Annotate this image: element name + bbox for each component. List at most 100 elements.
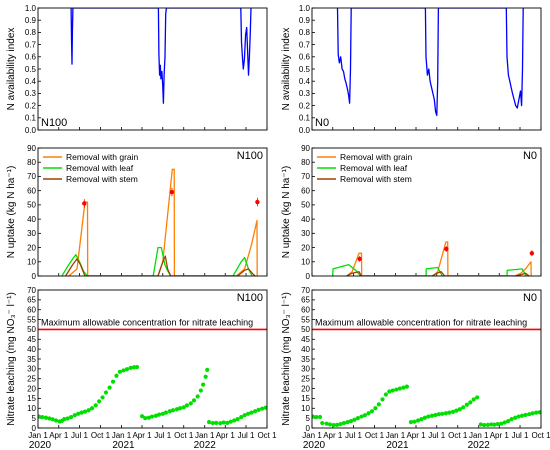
data-point xyxy=(100,395,105,400)
data-point xyxy=(534,410,539,415)
y-tick-label: 50 xyxy=(301,201,310,210)
data-point xyxy=(397,386,402,391)
data-point xyxy=(174,407,180,412)
data-point xyxy=(352,417,357,422)
year-label: 2021 xyxy=(386,440,409,450)
plot-frame xyxy=(311,147,542,277)
y-axis-label: N uptake (kg N ha⁻¹) xyxy=(6,166,17,259)
plot-frame xyxy=(311,7,542,131)
y-axis-label: N availability index xyxy=(281,28,292,111)
y-tick-label: 50 xyxy=(301,325,310,334)
data-point xyxy=(419,417,424,422)
y-tick-label: 20 xyxy=(27,384,36,393)
panel-title: N0 xyxy=(523,150,537,162)
legend-label: Removal with grain xyxy=(66,152,139,162)
data-point xyxy=(117,369,122,374)
series-line-removal-with-stem xyxy=(346,271,530,276)
y-tick-label: 0.6 xyxy=(299,53,311,62)
y-tick-label: 0 xyxy=(32,272,37,281)
data-point xyxy=(408,419,414,425)
data-point xyxy=(422,415,428,420)
data-point xyxy=(110,379,116,384)
x-tick-label: Apr 1 xyxy=(323,431,343,440)
x-tick-label: Jan 1 xyxy=(195,431,215,440)
y-tick-label: 30 xyxy=(27,365,36,374)
data-point xyxy=(214,420,219,425)
reference-line-label: Maximum allowable concentration for nitr… xyxy=(41,317,253,327)
x-tick-label: Jul 1 xyxy=(71,431,88,440)
y-tick-label: 70 xyxy=(27,172,36,181)
y-tick-label: 90 xyxy=(301,144,310,153)
data-point xyxy=(249,410,254,415)
data-point xyxy=(53,418,59,423)
data-point xyxy=(143,416,148,421)
observed-point xyxy=(357,256,362,262)
y-tick-label: 0.2 xyxy=(25,101,37,110)
data-point xyxy=(447,410,452,415)
x-tick-label: Jan 1 xyxy=(469,431,489,440)
data-point xyxy=(502,420,507,425)
data-point xyxy=(68,415,74,420)
y-tick-label: 0.8 xyxy=(25,28,37,37)
data-point xyxy=(206,419,212,425)
data-point xyxy=(537,410,541,415)
data-point xyxy=(93,403,98,408)
x-tick-label: Apr 1 xyxy=(132,431,152,440)
data-point xyxy=(188,401,193,406)
y-tick-label: 20 xyxy=(301,243,310,252)
data-point xyxy=(181,405,186,410)
y-tick-label: 30 xyxy=(301,229,310,238)
data-point xyxy=(210,420,215,426)
y-tick-label: 70 xyxy=(301,172,310,181)
y-tick-label: 55 xyxy=(301,315,310,324)
y-tick-label: 45 xyxy=(301,335,310,344)
data-point xyxy=(245,411,251,416)
data-point xyxy=(516,414,521,419)
x-tick-label: Jan 1 xyxy=(112,431,132,440)
year-label: 2022 xyxy=(468,440,491,450)
data-point xyxy=(394,387,399,392)
data-point xyxy=(362,413,368,418)
y-tick-label: 20 xyxy=(27,243,36,252)
x-tick-label: Jan 1 xyxy=(386,431,406,440)
data-point xyxy=(260,406,265,411)
data-point xyxy=(478,422,483,427)
y-tick-label: 0 xyxy=(306,272,311,281)
y-tick-label: 0.5 xyxy=(25,65,37,74)
data-point xyxy=(461,405,466,410)
data-point xyxy=(218,421,223,426)
data-point xyxy=(86,408,91,413)
data-point xyxy=(359,414,364,419)
data-point xyxy=(454,408,459,413)
data-point xyxy=(341,420,347,426)
y-tick-label: 60 xyxy=(301,306,310,315)
y-tick-label: 0.4 xyxy=(25,77,37,86)
reference-line-label: Maximum allowable concentration for nitr… xyxy=(315,317,527,327)
data-point xyxy=(221,420,226,425)
data-point xyxy=(440,411,445,416)
data-point xyxy=(232,418,237,423)
y-tick-label: 40 xyxy=(301,215,310,224)
data-point xyxy=(62,417,67,422)
y-axis-label: N availability index xyxy=(6,28,17,111)
data-point xyxy=(239,415,244,420)
x-tick-label: Oct 1 xyxy=(174,431,194,440)
data-point xyxy=(146,415,151,420)
y-tick-label: 65 xyxy=(301,296,310,305)
data-point xyxy=(157,412,162,417)
y-tick-label: 65 xyxy=(27,296,36,305)
data-point xyxy=(412,419,417,424)
data-point xyxy=(160,411,165,416)
y-tick-label: 0.6 xyxy=(25,53,37,62)
data-point xyxy=(76,411,81,416)
data-point xyxy=(482,422,487,428)
data-point xyxy=(139,414,145,419)
y-tick-label: 5 xyxy=(32,414,37,423)
y-tick-label: 25 xyxy=(301,375,310,384)
data-point xyxy=(433,412,438,418)
y-tick-label: 0.7 xyxy=(25,40,37,49)
y-tick-label: 80 xyxy=(301,158,310,167)
data-point xyxy=(436,412,441,417)
data-point xyxy=(314,415,319,420)
